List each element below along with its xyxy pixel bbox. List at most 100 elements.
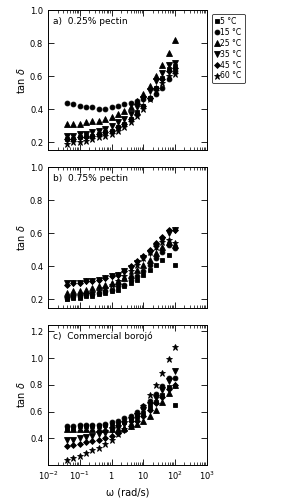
Text: a)  0.25% pectin: a) 0.25% pectin bbox=[53, 17, 127, 26]
15 °C bbox=[78, 103, 82, 109]
45 °C bbox=[97, 436, 100, 442]
45 °C bbox=[142, 103, 145, 109]
45 °C bbox=[78, 440, 82, 446]
45 °C bbox=[110, 274, 113, 280]
60 °C bbox=[142, 403, 145, 409]
25 °C bbox=[148, 83, 151, 89]
15 °C bbox=[97, 290, 100, 296]
45 °C bbox=[135, 418, 139, 424]
5 °C bbox=[154, 84, 158, 90]
Line: 45 °C: 45 °C bbox=[65, 66, 177, 141]
45 °C bbox=[91, 438, 94, 444]
5 °C bbox=[72, 295, 75, 301]
5 °C bbox=[129, 416, 132, 422]
5 °C bbox=[104, 290, 107, 296]
60 °C bbox=[129, 268, 132, 274]
Line: 45 °C: 45 °C bbox=[65, 382, 177, 448]
60 °C bbox=[72, 456, 75, 462]
45 °C bbox=[123, 121, 126, 127]
60 °C bbox=[97, 288, 100, 294]
5 °C bbox=[160, 74, 164, 80]
Line: 5 °C: 5 °C bbox=[65, 253, 177, 302]
5 °C bbox=[148, 266, 151, 272]
35 °C bbox=[116, 120, 119, 126]
15 °C bbox=[110, 419, 113, 425]
15 °C bbox=[135, 408, 139, 414]
35 °C bbox=[123, 420, 126, 426]
35 °C bbox=[135, 104, 139, 110]
45 °C bbox=[154, 240, 158, 246]
60 °C bbox=[116, 431, 119, 437]
45 °C bbox=[129, 423, 132, 429]
25 °C bbox=[142, 92, 145, 98]
60 °C bbox=[104, 285, 107, 291]
35 °C bbox=[129, 416, 132, 422]
35 °C bbox=[84, 278, 88, 284]
Y-axis label: tan $\delta$: tan $\delta$ bbox=[15, 224, 27, 251]
45 °C bbox=[173, 227, 177, 233]
15 °C bbox=[142, 268, 145, 274]
5 °C bbox=[116, 420, 119, 426]
60 °C bbox=[97, 134, 100, 140]
Line: 25 °C: 25 °C bbox=[65, 239, 178, 296]
45 °C bbox=[167, 386, 170, 392]
60 °C bbox=[129, 120, 132, 126]
25 °C bbox=[78, 121, 82, 127]
5 °C bbox=[116, 124, 119, 130]
35 °C bbox=[129, 111, 132, 117]
60 °C bbox=[78, 139, 82, 145]
15 °C bbox=[116, 283, 119, 289]
35 °C bbox=[167, 62, 170, 68]
35 °C bbox=[72, 280, 75, 286]
35 °C bbox=[154, 78, 158, 84]
5 °C bbox=[97, 423, 100, 429]
60 °C bbox=[167, 237, 170, 243]
25 °C bbox=[154, 250, 158, 256]
25 °C bbox=[135, 98, 139, 104]
15 °C bbox=[116, 418, 119, 424]
25 °C bbox=[110, 280, 113, 286]
5 °C bbox=[91, 423, 94, 429]
15 °C bbox=[104, 106, 107, 112]
35 °C bbox=[148, 402, 151, 408]
45 °C bbox=[97, 276, 100, 282]
5 °C bbox=[129, 280, 132, 286]
35 °C bbox=[154, 244, 158, 250]
35 °C bbox=[97, 276, 100, 282]
35 °C bbox=[160, 387, 164, 393]
35 °C bbox=[110, 274, 113, 280]
25 °C bbox=[104, 282, 107, 288]
35 °C bbox=[154, 395, 158, 401]
60 °C bbox=[160, 238, 164, 244]
15 °C bbox=[167, 375, 170, 381]
15 °C bbox=[148, 398, 151, 404]
35 °C bbox=[116, 272, 119, 278]
60 °C bbox=[167, 73, 170, 79]
15 °C bbox=[135, 274, 139, 280]
25 °C bbox=[97, 426, 100, 432]
60 °C bbox=[123, 274, 126, 280]
35 °C bbox=[135, 260, 139, 266]
45 °C bbox=[123, 427, 126, 433]
45 °C bbox=[72, 442, 75, 448]
35 °C bbox=[65, 436, 69, 442]
15 °C bbox=[78, 293, 82, 299]
15 °C bbox=[123, 101, 126, 107]
25 °C bbox=[97, 283, 100, 289]
60 °C bbox=[160, 370, 164, 376]
60 °C bbox=[148, 392, 151, 398]
Text: b)  0.75% pectin: b) 0.75% pectin bbox=[53, 174, 128, 184]
15 °C bbox=[65, 100, 69, 105]
Line: 60 °C: 60 °C bbox=[64, 236, 178, 302]
25 °C bbox=[142, 418, 145, 424]
5 °C bbox=[148, 404, 151, 410]
25 °C bbox=[104, 116, 107, 122]
35 °C bbox=[160, 70, 164, 76]
60 °C bbox=[84, 292, 88, 298]
35 °C bbox=[167, 230, 170, 236]
Line: 45 °C: 45 °C bbox=[65, 228, 177, 286]
5 °C bbox=[97, 131, 100, 137]
25 °C bbox=[148, 412, 151, 418]
25 °C bbox=[129, 272, 132, 278]
15 °C bbox=[91, 104, 94, 110]
